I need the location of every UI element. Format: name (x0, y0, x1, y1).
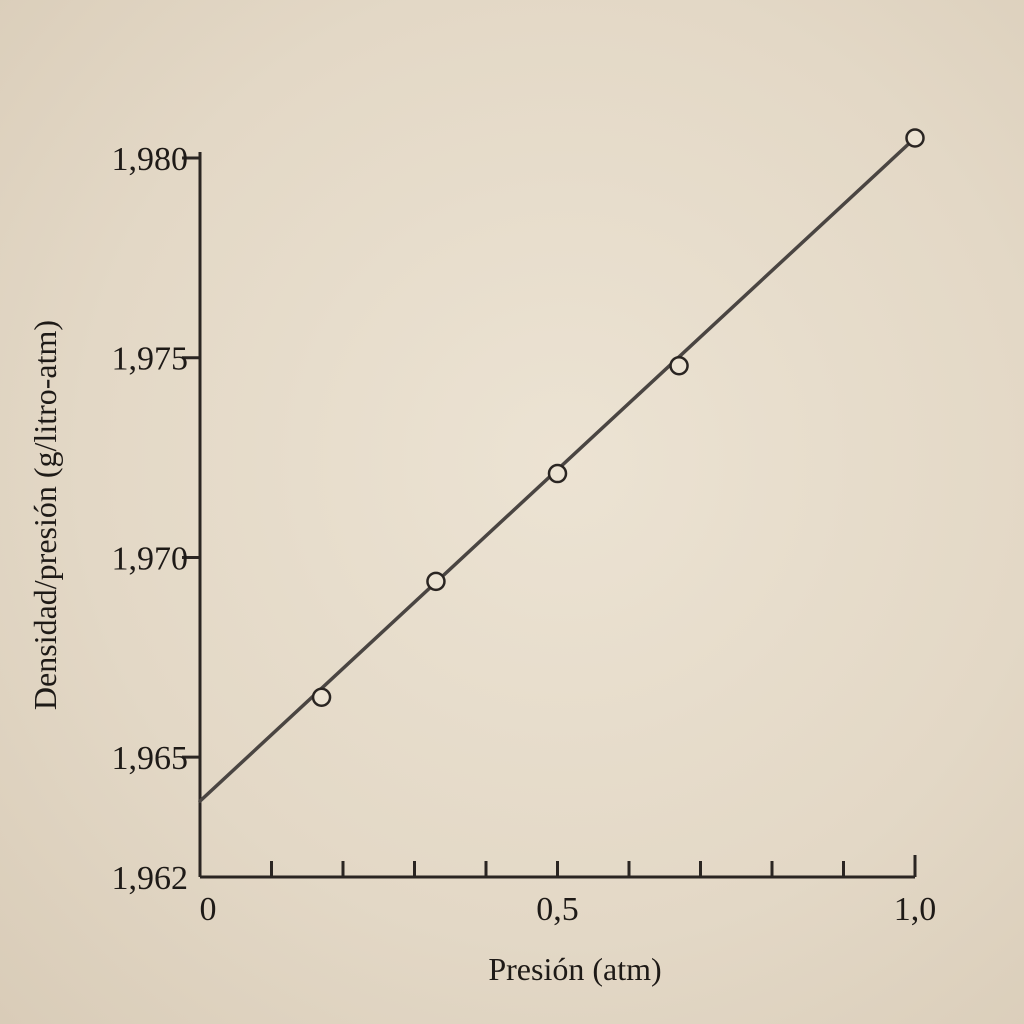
x-tick-label: 1,0 (894, 891, 937, 928)
data-point (669, 355, 689, 376)
data-points (311, 128, 925, 707)
x-axis-title: Presión (atm) (488, 951, 661, 987)
data-point (426, 571, 446, 592)
data-point (547, 463, 568, 484)
y-tick-label: 1,965 (112, 740, 189, 777)
x-tick-label: 0 (200, 891, 217, 928)
data-point (311, 687, 332, 707)
x-tick-label: 0,5 (536, 891, 579, 928)
tick-labels: 1,962 1,965 1,970 1,975 1,980 0 0,5 1,0 (112, 141, 937, 928)
y-tick-label: 1,962 (112, 860, 189, 897)
y-tick-label: 1,970 (112, 540, 189, 577)
data-point (905, 128, 925, 148)
axes (182, 152, 917, 879)
y-tick-label: 1,980 (112, 141, 189, 178)
y-axis-title: Densidad/presión (g/litro-atm) (27, 320, 63, 710)
y-tick-label: 1,975 (112, 341, 189, 378)
